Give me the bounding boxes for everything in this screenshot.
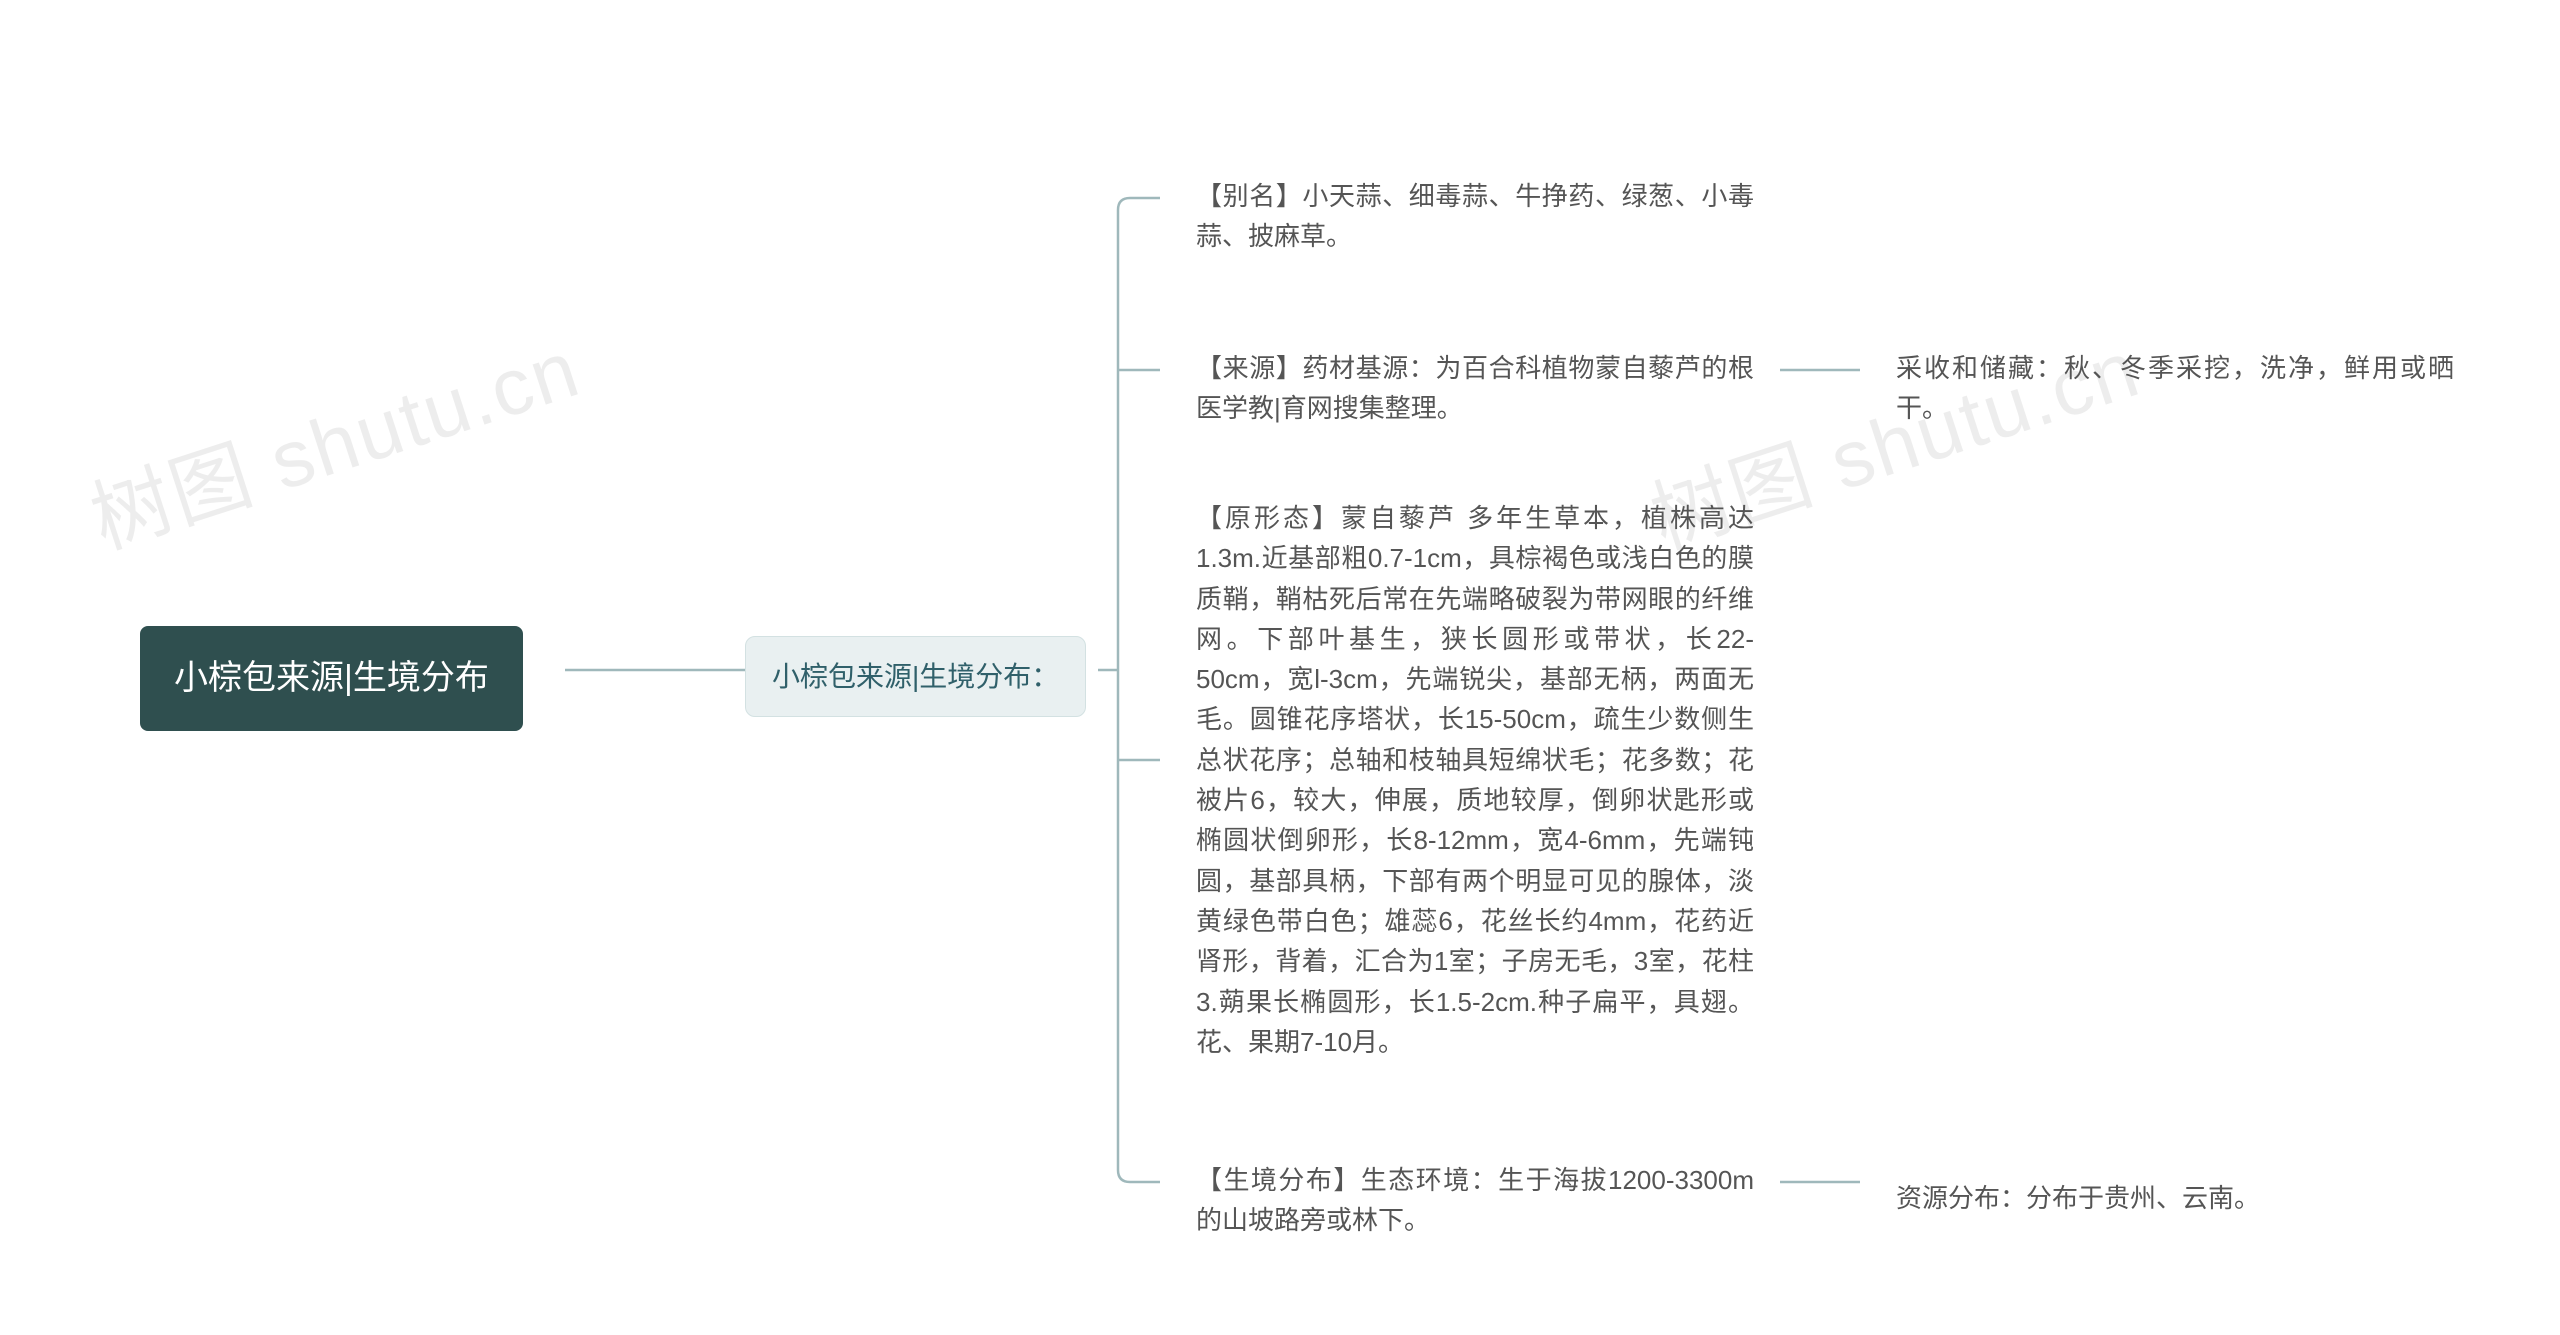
watermark-1: 树图 shutu.cn <box>74 305 592 572</box>
source-child-node[interactable]: 采收和储藏：秋、冬季采挖，洗净，鲜用或晒干。 <box>1870 330 2480 447</box>
alias-text: 【别名】小天蒜、细毒蒜、牛挣药、绿葱、小毒蒜、披麻草。 <box>1196 181 1754 251</box>
habitat-text: 【生境分布】生态环境：生于海拔1200-3300m的山坡路旁或林下。 <box>1196 1165 1754 1235</box>
source-node[interactable]: 【来源】药材基源：为百合科植物蒙自藜芦的根医学教|育网搜集整理。 <box>1170 330 1780 447</box>
morphology-node[interactable]: 【原形态】蒙自藜芦 多年生草本，植株高达1.3m.近基部粗0.7-1cm，具棕褐… <box>1170 480 1780 1080</box>
mindmap-canvas: 树图 shutu.cn 树图 shutu.cn 小棕包来源|生境分布 小棕包来源… <box>0 0 2560 1335</box>
second-label: 小棕包来源|生境分布： <box>772 661 1059 692</box>
root-node[interactable]: 小棕包来源|生境分布 <box>140 626 523 731</box>
source-child-text: 采收和储藏：秋、冬季采挖，洗净，鲜用或晒干。 <box>1896 353 2454 423</box>
habitat-child-text: 资源分布：分布于贵州、云南。 <box>1896 1183 2260 1213</box>
source-text: 【来源】药材基源：为百合科植物蒙自藜芦的根医学教|育网搜集整理。 <box>1196 353 1754 423</box>
alias-node[interactable]: 【别名】小天蒜、细毒蒜、牛挣药、绿葱、小毒蒜、披麻草。 <box>1170 158 1780 275</box>
root-label: 小棕包来源|生境分布 <box>174 659 489 697</box>
morphology-text: 【原形态】蒙自藜芦 多年生草本，植株高达1.3m.近基部粗0.7-1cm，具棕褐… <box>1196 503 1754 1057</box>
habitat-child-node[interactable]: 资源分布：分布于贵州、云南。 <box>1870 1160 2286 1236</box>
habitat-node[interactable]: 【生境分布】生态环境：生于海拔1200-3300m的山坡路旁或林下。 <box>1170 1142 1780 1259</box>
second-level-node[interactable]: 小棕包来源|生境分布： <box>745 636 1086 717</box>
